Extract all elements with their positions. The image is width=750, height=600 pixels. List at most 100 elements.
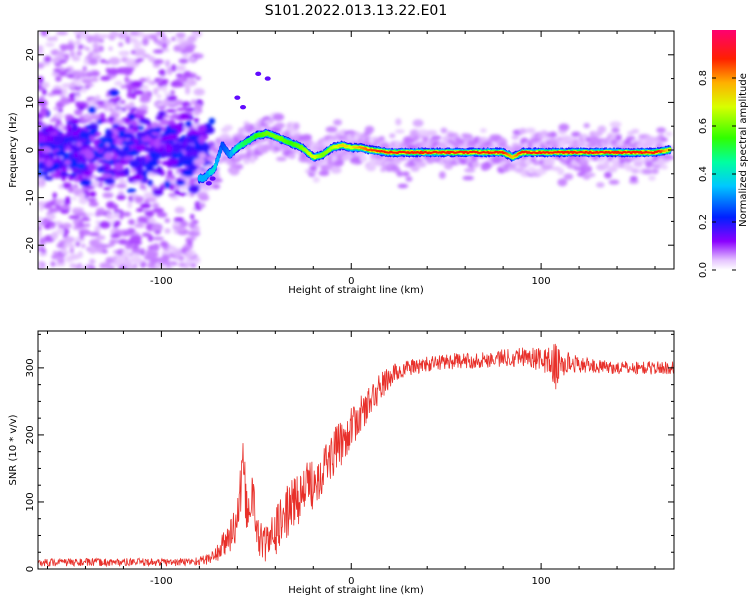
noise-blob bbox=[126, 91, 133, 99]
noise-blob bbox=[187, 238, 193, 247]
noise-blob bbox=[141, 37, 149, 46]
noise-blob bbox=[69, 247, 74, 254]
noise-band-blob bbox=[107, 129, 113, 138]
noise-blob bbox=[170, 90, 175, 95]
noise-blob bbox=[164, 228, 171, 234]
noise-blob bbox=[183, 70, 192, 79]
noise-blob bbox=[53, 35, 58, 42]
noise-band-blob bbox=[38, 147, 44, 154]
colorbar-label: Normalized spectral amplitude bbox=[738, 73, 749, 227]
noise-blob bbox=[174, 171, 181, 176]
noise-blob bbox=[95, 235, 106, 241]
noise-blob bbox=[118, 190, 125, 196]
noise-blob bbox=[71, 197, 77, 201]
noise-band-blob bbox=[128, 113, 136, 121]
noise-blob bbox=[60, 88, 68, 96]
noise-blob bbox=[108, 46, 113, 51]
noise-blob bbox=[159, 240, 168, 248]
colorbar-tick-label: 0.8 bbox=[698, 70, 709, 86]
x-tick-label: 0 bbox=[348, 276, 354, 287]
ridge-halo-blob bbox=[272, 113, 285, 121]
noise-blob bbox=[68, 97, 76, 103]
noise-blob bbox=[144, 90, 151, 95]
noise-blob bbox=[56, 51, 65, 56]
noise-blob bbox=[189, 255, 196, 261]
ridge-halo-blob bbox=[234, 163, 244, 170]
noise-blob bbox=[155, 31, 165, 37]
noise-band-blob bbox=[136, 167, 145, 175]
noise-blob bbox=[146, 76, 151, 84]
snr-frame bbox=[37, 330, 675, 570]
ridge-halo-blob bbox=[389, 133, 396, 139]
noise-band-blob bbox=[53, 135, 66, 144]
noise-band-blob bbox=[146, 159, 159, 167]
noise-blob bbox=[108, 107, 114, 112]
noise-blob bbox=[170, 196, 179, 200]
x-tick-label: -100 bbox=[150, 576, 173, 587]
noise-blob bbox=[95, 211, 100, 217]
noise-blob bbox=[108, 57, 121, 66]
noise-blob bbox=[79, 232, 84, 240]
noise-band-blob bbox=[90, 128, 99, 134]
noise-band-blob bbox=[38, 134, 47, 143]
noise-band-blob bbox=[72, 134, 81, 140]
ridge-halo-blob bbox=[583, 122, 590, 129]
noise-blob bbox=[85, 83, 94, 87]
noise-blob bbox=[122, 211, 132, 217]
noise-blob bbox=[178, 255, 185, 262]
colorbar: 0.0 0.2 0.4 0.6 0.8 Normalized spectral ampl… bbox=[698, 30, 749, 278]
noise-band-blob bbox=[181, 169, 194, 177]
ridge-halo-blob bbox=[624, 164, 634, 172]
noise-band-blob bbox=[77, 138, 88, 143]
noise-blob bbox=[38, 242, 42, 249]
ridge-halo-blob bbox=[293, 122, 300, 130]
noise-blob bbox=[148, 263, 156, 269]
noise-blob bbox=[91, 36, 100, 43]
ridge-halo-blob bbox=[396, 171, 404, 177]
noise-blob bbox=[178, 58, 189, 64]
noise-blob bbox=[140, 219, 149, 224]
ridge-halo-blob bbox=[334, 159, 344, 166]
ridge-halo-blob bbox=[392, 157, 402, 165]
ridge-halo-blob bbox=[540, 130, 549, 138]
noise-blob bbox=[78, 44, 84, 50]
noise-blob bbox=[48, 207, 60, 213]
noise-blob bbox=[114, 108, 124, 114]
noise-blob bbox=[71, 55, 81, 62]
noise-band-blob bbox=[112, 153, 119, 160]
noise-blob bbox=[146, 210, 155, 218]
noise-blob bbox=[79, 87, 88, 93]
noise-blob bbox=[110, 233, 121, 239]
noise-blob bbox=[63, 236, 75, 244]
y-tick-label: 10 bbox=[25, 96, 36, 109]
spur-blob bbox=[205, 181, 212, 186]
noise-blob bbox=[173, 217, 185, 223]
ridge-halo-blob bbox=[193, 158, 206, 166]
noise-band-blob bbox=[129, 159, 141, 167]
noise-blob bbox=[56, 243, 65, 249]
noise-band-blob bbox=[42, 170, 49, 177]
noise-blob bbox=[95, 54, 102, 60]
snr-ticks: -100 0 100 0 100 200 300 bbox=[25, 331, 674, 587]
noise-blob bbox=[152, 236, 164, 241]
noise-blob bbox=[134, 51, 142, 57]
noise-blob bbox=[95, 100, 106, 105]
ridge-halo-blob bbox=[663, 155, 674, 161]
noise-blob bbox=[166, 67, 173, 76]
noise-band-blob bbox=[40, 110, 48, 117]
noise-band-blob bbox=[118, 149, 129, 159]
noise-band-blob bbox=[95, 177, 107, 182]
noise-band-blob bbox=[188, 115, 194, 120]
noise-blob bbox=[59, 44, 70, 49]
x-tick-label: 100 bbox=[532, 576, 551, 587]
noise-blob bbox=[42, 88, 47, 96]
noise-band-blob bbox=[125, 140, 135, 146]
ridge-halo-blob bbox=[625, 136, 636, 141]
ridge-halo-blob bbox=[302, 134, 312, 141]
noise-band-blob bbox=[72, 123, 79, 133]
noise-blob bbox=[187, 35, 197, 43]
ridge-halo-blob bbox=[264, 119, 275, 125]
noise-blob bbox=[64, 68, 71, 73]
noise-band-blob bbox=[68, 153, 75, 159]
